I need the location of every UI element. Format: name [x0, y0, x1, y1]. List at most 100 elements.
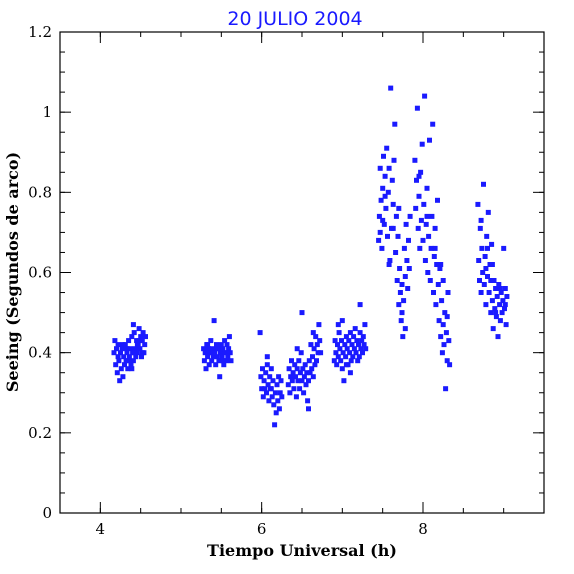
data-point: [382, 193, 388, 199]
data-point: [356, 354, 362, 360]
data-point: [480, 270, 486, 275]
data-point: [335, 322, 341, 328]
data-point: [347, 370, 353, 376]
data-point: [376, 237, 382, 243]
data-point: [276, 374, 282, 380]
data-point: [225, 354, 231, 360]
data-point: [386, 262, 392, 267]
data-point: [278, 378, 284, 384]
data-point: [388, 85, 394, 91]
data-point: [337, 346, 343, 352]
data-point: [401, 245, 407, 251]
y-tick-label: 0.8: [28, 183, 52, 201]
data-point: [312, 362, 318, 368]
data-point: [293, 394, 299, 400]
data-point: [344, 346, 350, 352]
data-point: [126, 358, 132, 364]
data-point: [301, 390, 307, 396]
data-point: [381, 153, 386, 159]
data-point: [446, 338, 452, 344]
y-tick-label: 1: [42, 103, 52, 121]
data-point: [268, 366, 274, 372]
data-point: [351, 334, 357, 340]
data-point: [443, 386, 449, 392]
data-point: [380, 217, 386, 223]
data-point: [128, 362, 134, 368]
data-point: [358, 346, 364, 352]
data-point: [285, 382, 291, 388]
data-point: [475, 201, 481, 207]
data-point: [306, 378, 311, 384]
data-point: [431, 254, 437, 259]
data-point: [276, 406, 282, 412]
y-axis-label: Seeing (Segundos de arco): [3, 152, 22, 392]
axis-ticks: [59, 31, 545, 514]
data-point: [479, 245, 485, 251]
data-point: [335, 354, 341, 360]
data-point: [111, 350, 117, 356]
data-point: [335, 342, 340, 348]
data-point: [379, 245, 385, 251]
data-point: [383, 205, 389, 211]
data-point: [402, 326, 408, 332]
data-point: [362, 322, 368, 328]
data-point: [267, 374, 273, 380]
data-point: [477, 225, 483, 231]
data-point: [403, 221, 409, 227]
data-point: [497, 318, 503, 324]
data-point: [426, 233, 432, 239]
data-point: [477, 278, 482, 283]
data-point: [342, 342, 348, 348]
data-point: [501, 245, 507, 251]
data-point: [441, 342, 447, 348]
data-point: [440, 278, 446, 283]
data-point: [440, 322, 446, 328]
data-point: [489, 262, 495, 267]
data-point: [132, 346, 138, 352]
data-point: [131, 350, 137, 356]
data-point: [348, 358, 354, 364]
data-point: [223, 358, 229, 364]
data-point: [493, 314, 499, 320]
data-point: [139, 354, 144, 360]
data-point: [272, 422, 278, 428]
data-point: [478, 290, 484, 295]
data-point: [214, 342, 219, 348]
data-point: [438, 334, 444, 340]
data-point: [332, 338, 338, 344]
data-point: [418, 217, 424, 223]
data-point: [361, 342, 367, 348]
data-point: [406, 237, 411, 243]
data-point: [340, 350, 346, 356]
data-point: [363, 346, 369, 352]
data-point: [414, 177, 419, 183]
data-point: [310, 374, 316, 380]
data-point: [140, 330, 146, 336]
data-point: [258, 374, 264, 380]
data-point: [295, 378, 301, 384]
data-point: [216, 358, 222, 364]
data-point: [114, 370, 120, 376]
data-point: [425, 270, 431, 275]
data-point: [218, 342, 224, 348]
data-point: [313, 334, 319, 340]
data-point: [310, 354, 315, 360]
data-point: [220, 346, 226, 352]
data-point: [495, 334, 501, 340]
data-point: [398, 318, 404, 324]
y-tick-label: 1.2: [28, 23, 52, 41]
data-point: [360, 350, 365, 356]
data-point: [212, 350, 218, 356]
data-point: [143, 334, 148, 340]
data-point: [122, 362, 127, 368]
data-point: [343, 354, 349, 360]
data-point: [118, 366, 124, 372]
data-point: [413, 205, 419, 211]
data-point: [130, 322, 136, 328]
data-point: [124, 346, 130, 352]
data-point: [396, 205, 402, 211]
data-point: [201, 346, 207, 352]
data-point: [338, 358, 344, 364]
data-point: [269, 394, 275, 400]
data-point: [491, 278, 497, 283]
